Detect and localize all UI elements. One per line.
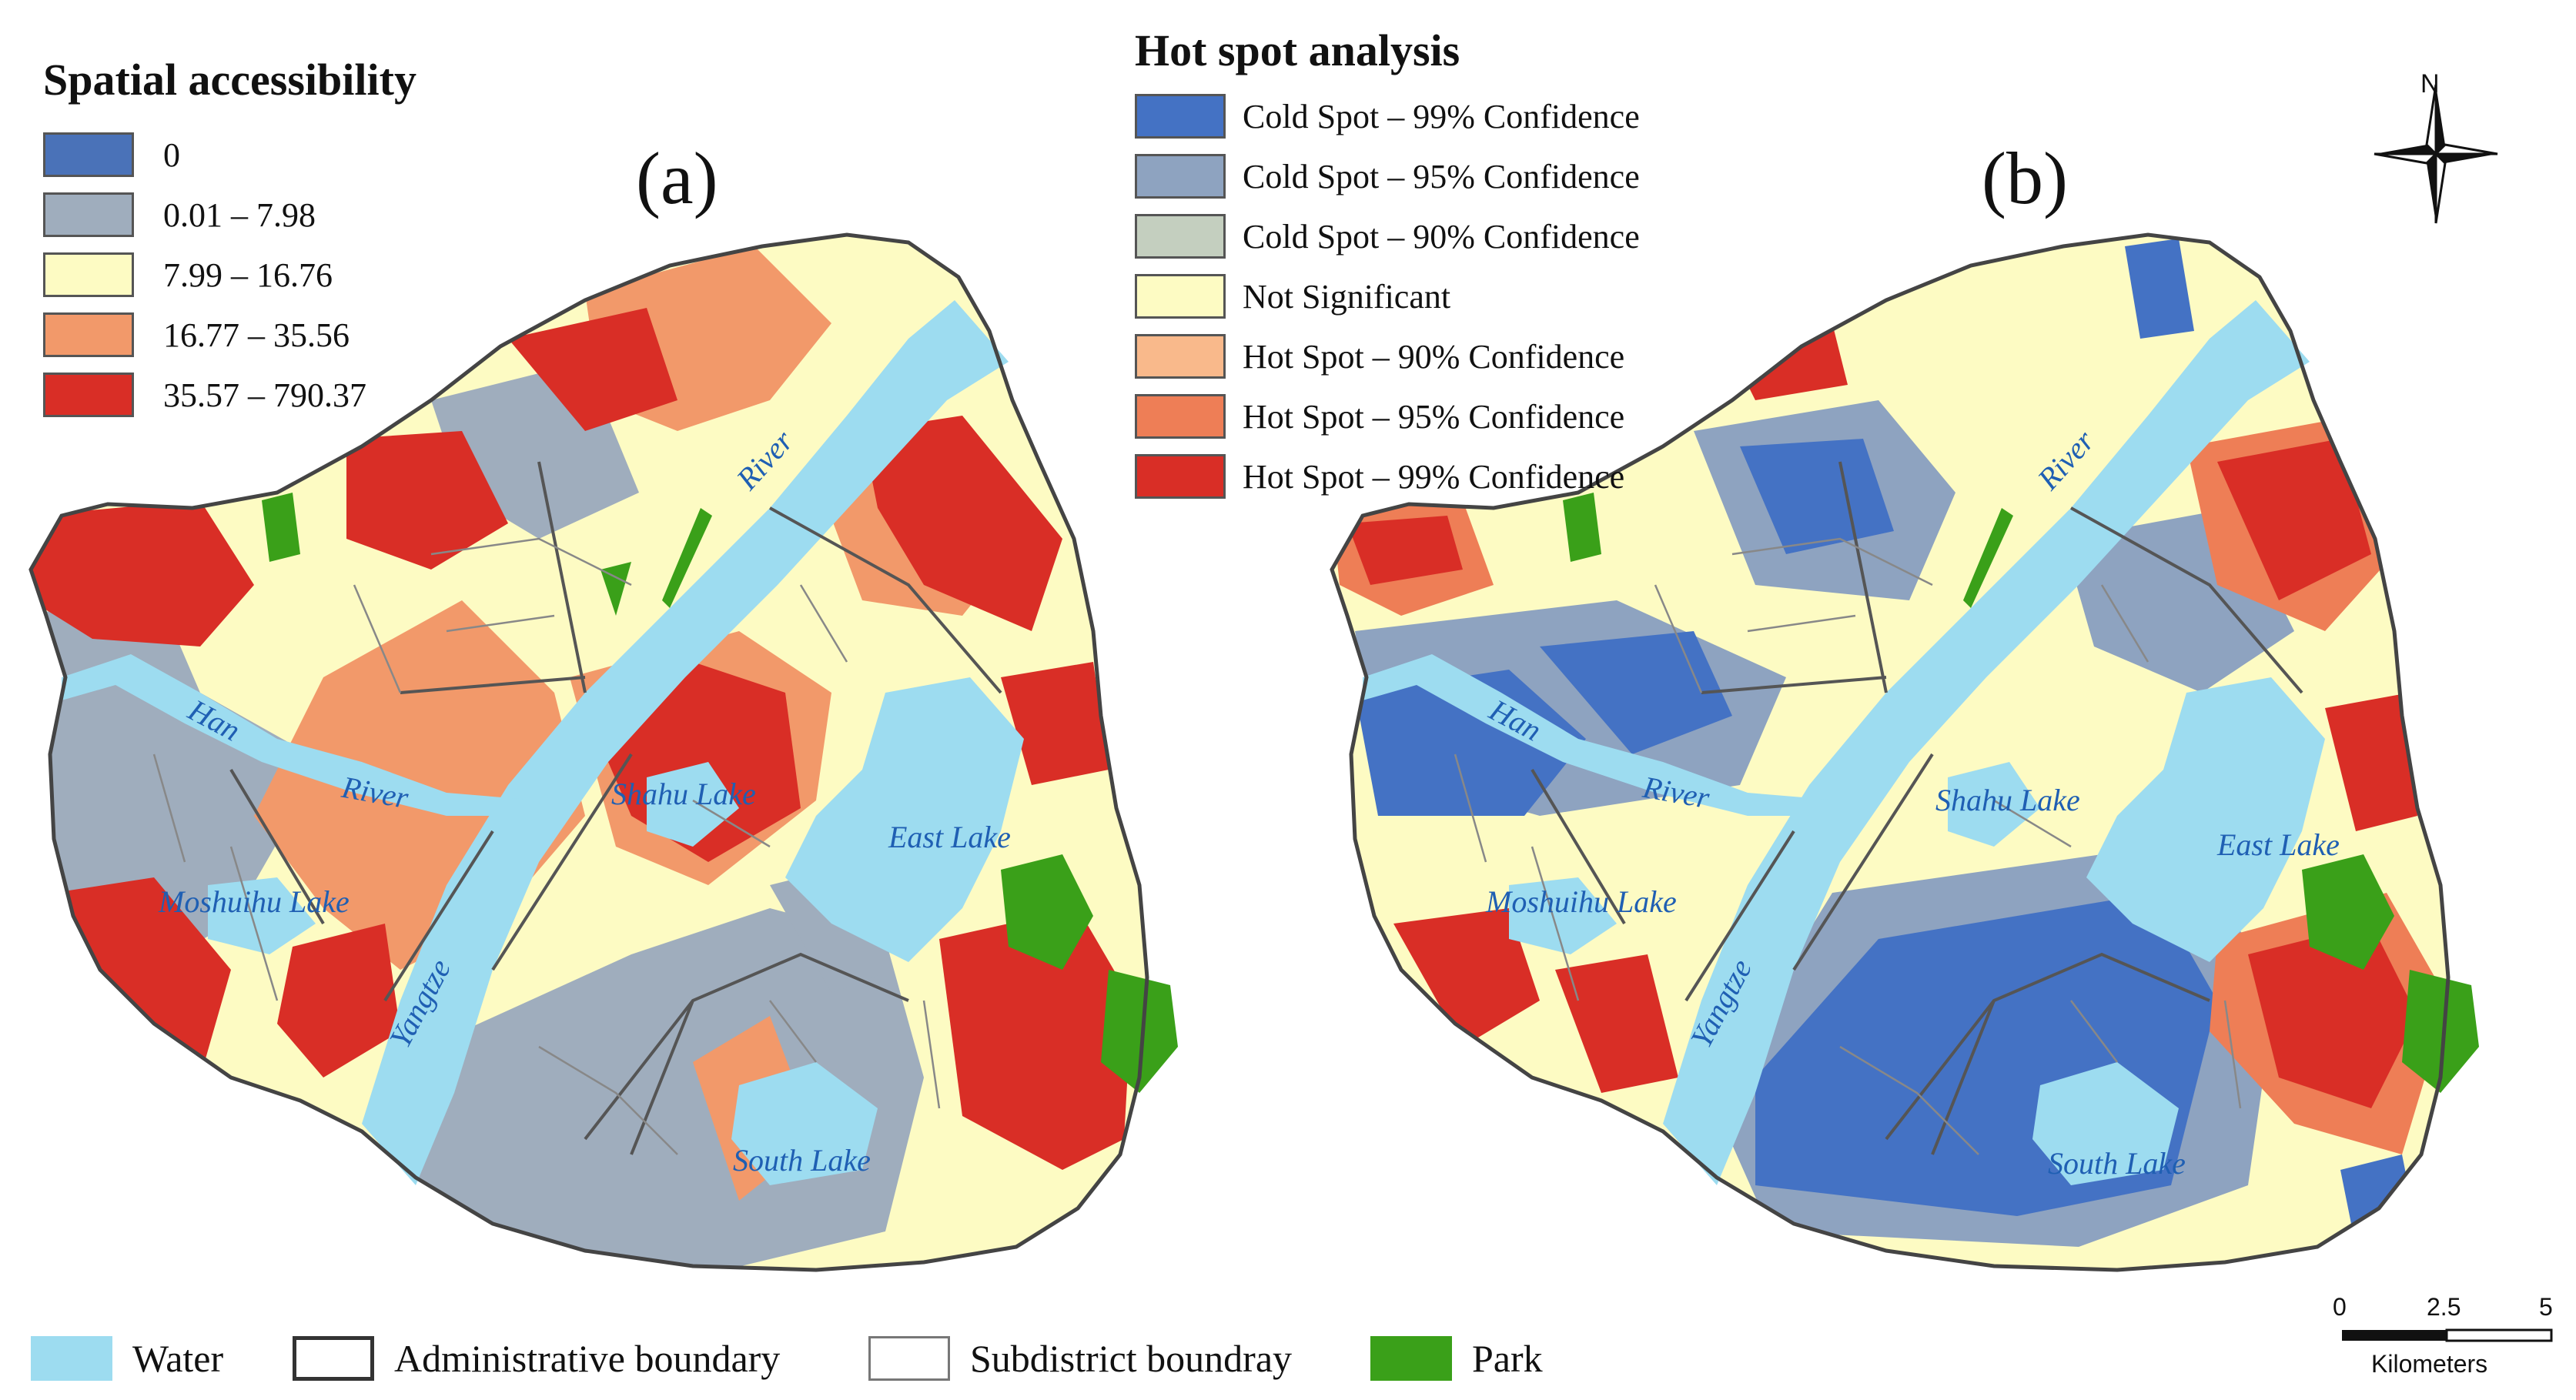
- scale-bar: [2342, 1328, 2553, 1342]
- park-swatch: [1370, 1336, 1452, 1381]
- legend-swatch: [43, 132, 134, 177]
- hotspot-legend-item: Cold Spot – 95% Confidence: [1135, 154, 1640, 199]
- place-label-moshuihu-lake: Moshuihu Lake: [1486, 884, 1677, 919]
- legend-label: Administrative boundary: [394, 1337, 781, 1380]
- legend-label: Subdistrict boundray: [970, 1337, 1293, 1380]
- legend-swatch: [43, 312, 134, 357]
- legend-swatch: [1135, 334, 1226, 379]
- legend-label: Not Significant: [1243, 277, 1451, 316]
- hotspot-legend-item: Not Significant: [1135, 274, 1450, 319]
- accessibility-legend-item: 0: [43, 132, 180, 177]
- hotspot-legend-item: Hot Spot – 99% Confidence: [1135, 454, 1624, 499]
- accessibility-legend-item: 7.99 – 16.76: [43, 252, 333, 297]
- legend-swatch: [1135, 394, 1226, 439]
- bottom-legend-admin-boundary: Administrative boundary: [293, 1336, 780, 1381]
- hotspot-legend-item: Hot Spot – 95% Confidence: [1135, 394, 1624, 439]
- hotspot-legend-title: Hot spot analysis: [1135, 25, 1460, 75]
- admin-boundary-swatch: [293, 1336, 374, 1381]
- place-label-moshuihu-lake: Moshuihu Lake: [159, 884, 350, 919]
- accessibility-legend-item: 0.01 – 7.98: [43, 192, 316, 237]
- place-label-south-lake: South Lake: [2048, 1146, 2186, 1181]
- legend-swatch: [1135, 454, 1226, 499]
- bottom-legend-subdistrict-boundary: Subdistrict boundray: [868, 1336, 1292, 1381]
- hotspot-legend-item: Cold Spot – 99% Confidence: [1135, 94, 1640, 139]
- legend-swatch: [43, 373, 134, 417]
- legend-swatch: [1135, 154, 1226, 199]
- legend-swatch: [43, 192, 134, 237]
- panel-b-label: (b): [1982, 137, 2068, 219]
- hotspot-legend-item: Cold Spot – 90% Confidence: [1135, 214, 1640, 259]
- overlay-a: [28, 232, 1178, 1272]
- legend-label: Hot Spot – 95% Confidence: [1243, 397, 1625, 436]
- legend-label: 7.99 – 16.76: [163, 256, 333, 294]
- legend-label: Cold Spot – 90% Confidence: [1243, 217, 1640, 256]
- scale-tick-5: 5: [2539, 1293, 2553, 1321]
- scale-tick-0: 0: [2333, 1293, 2347, 1321]
- legend-swatch: [1135, 94, 1226, 139]
- hotspot-legend-item: Hot Spot – 90% Confidence: [1135, 334, 1624, 379]
- panel-a-label: (a): [636, 137, 718, 219]
- water-swatch: [31, 1336, 112, 1381]
- accessibility-legend-item: 16.77 – 35.56: [43, 312, 350, 357]
- legend-label: Cold Spot – 95% Confidence: [1243, 157, 1640, 195]
- accessibility-legend-title: Spatial accessibility: [43, 55, 417, 105]
- bottom-legend-park: Park: [1370, 1336, 1543, 1381]
- legend-label: Hot Spot – 99% Confidence: [1243, 457, 1625, 496]
- north-arrow-icon: [2374, 84, 2498, 224]
- subdistrict-boundary-swatch: [868, 1336, 950, 1381]
- legend-label: Cold Spot – 99% Confidence: [1243, 97, 1640, 135]
- place-label-east-lake: East Lake: [2217, 827, 2340, 862]
- legend-swatch: [1135, 274, 1226, 319]
- legend-label: 0: [163, 135, 180, 174]
- place-label-shahu-lake: Shahu Lake: [1935, 783, 2080, 817]
- legend-label: 0.01 – 7.98: [163, 195, 316, 234]
- north-arrow-label: N: [2420, 69, 2440, 99]
- legend-swatch: [1135, 214, 1226, 259]
- legend-label: Hot Spot – 90% Confidence: [1243, 337, 1625, 376]
- place-label-shahu-lake: Shahu Lake: [611, 777, 756, 811]
- legend-swatch: [43, 252, 134, 297]
- scale-unit: Kilometers: [2371, 1350, 2488, 1378]
- overlay-b: [1330, 232, 2479, 1272]
- scale-tick-2-5: 2.5: [2427, 1293, 2461, 1321]
- bottom-legend-water: Water: [31, 1336, 223, 1381]
- accessibility-legend-item: 35.57 – 790.37: [43, 373, 366, 417]
- legend-label: 35.57 – 790.37: [163, 376, 366, 414]
- legend-label: Water: [132, 1337, 224, 1380]
- place-label-south-lake: South Lake: [733, 1143, 871, 1178]
- legend-label: 16.77 – 35.56: [163, 316, 350, 354]
- legend-label: Park: [1472, 1337, 1543, 1380]
- place-label-east-lake: East Lake: [888, 820, 1011, 854]
